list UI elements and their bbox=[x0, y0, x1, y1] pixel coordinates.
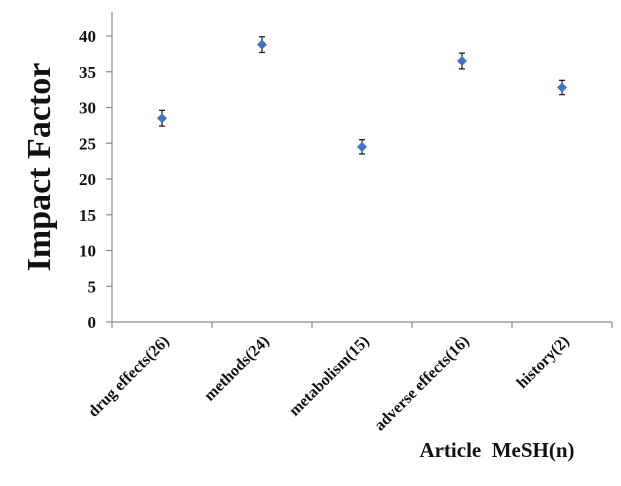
data-points bbox=[157, 36, 567, 155]
data-point bbox=[457, 56, 467, 67]
y-tick-label: 15 bbox=[79, 206, 96, 225]
x-tick-label: drug effects(26) bbox=[85, 333, 173, 421]
data-point-group bbox=[157, 109, 167, 127]
y-tick-label: 25 bbox=[79, 134, 96, 153]
x-axis: drug effects(26) methods(24) metabolism(15… bbox=[85, 321, 613, 435]
y-axis: 0 5 10 15 20 25 30 35 40 bbox=[79, 12, 113, 332]
y-tick-label: 0 bbox=[88, 313, 97, 332]
x-tick-label: history(2) bbox=[514, 333, 573, 392]
y-tick-label: 5 bbox=[88, 277, 97, 296]
data-point-group bbox=[257, 36, 267, 54]
data-point bbox=[357, 141, 367, 152]
y-tick-label: 30 bbox=[79, 99, 96, 118]
data-point bbox=[557, 82, 567, 93]
x-tick-label: metabolism(15) bbox=[286, 333, 373, 420]
data-point bbox=[257, 39, 267, 50]
data-point-group bbox=[357, 139, 367, 155]
y-tick-label: 10 bbox=[79, 242, 96, 261]
x-tick-label: adverse effects(16) bbox=[371, 333, 473, 435]
x-tick-label: methods(24) bbox=[201, 333, 273, 405]
y-axis-label: Impact Factor bbox=[21, 63, 58, 272]
data-point-group bbox=[457, 52, 467, 70]
data-point-group bbox=[557, 79, 567, 96]
data-point bbox=[157, 113, 167, 124]
y-tick-label: 20 bbox=[79, 170, 96, 189]
y-tick-label: 40 bbox=[79, 27, 96, 46]
y-tick-label: 35 bbox=[79, 63, 96, 82]
x-axis-label: Article MeSH(n) bbox=[419, 438, 574, 462]
